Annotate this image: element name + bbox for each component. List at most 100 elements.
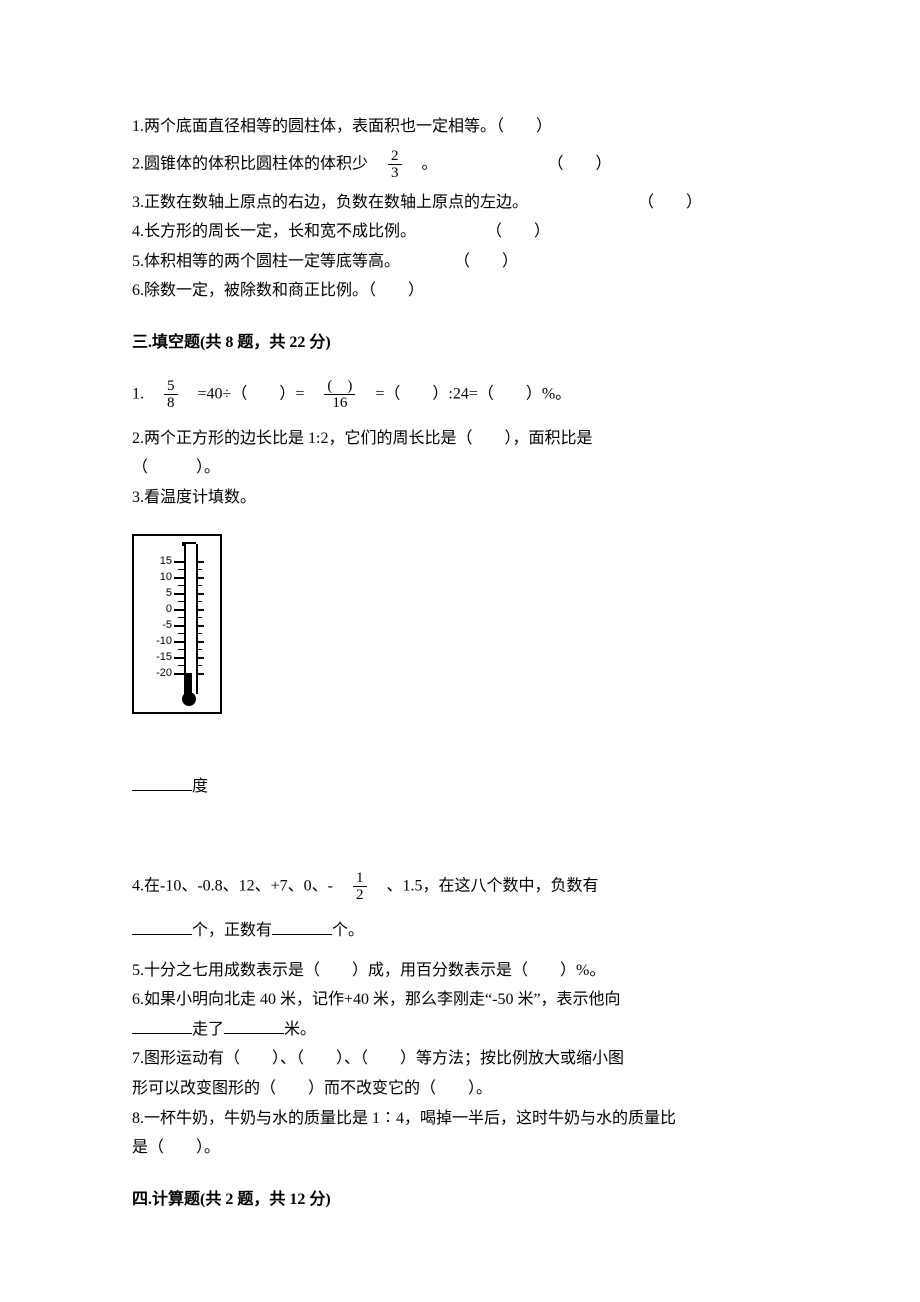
s3-q6-line1: 6.如果小明向北走 40 米，记作+40 米，那么李刚走“-50 米”，表示他向 xyxy=(132,987,788,1013)
s3-q7-line2: 形可以改变图形的（ ）而不改变它的（ ）。 xyxy=(132,1076,788,1102)
q-text: 体积相等的两个圆柱一定等底等高。 xyxy=(144,253,400,270)
q-text: 除数一定，被除数和商正比例。（ ） xyxy=(144,282,424,299)
thermo-tick-label: -20 xyxy=(148,668,172,679)
blank-underline xyxy=(272,918,332,935)
thermo-tick-major xyxy=(174,657,184,659)
s3-q4-line2: 个，正数有 个。 xyxy=(132,918,788,944)
q-num: 1. xyxy=(132,385,160,402)
q-text: 一杯牛奶，牛奶与水的质量比是 1∶4，喝掉一半后，这时牛奶与水的质量比 xyxy=(144,1110,676,1127)
frac-den: 16 xyxy=(324,395,355,412)
thermo-tick-label: 0 xyxy=(148,604,172,615)
q-num: 6. xyxy=(132,991,144,1008)
thermo-tick-major xyxy=(196,593,204,595)
section3-header: 三.填空题(共 8 题，共 22 分) xyxy=(132,330,788,356)
frac-den: 2 xyxy=(353,887,367,904)
thermo-tick-major xyxy=(174,593,184,595)
thermo-tick-label: -15 xyxy=(148,652,172,663)
frac-num: 2 xyxy=(388,148,402,166)
s3-q5: 5.十分之七用成数表示是（ ）成，用百分数表示是（ ）%。 xyxy=(132,958,788,984)
s2-q6: 6.除数一定，被除数和商正比例。（ ） xyxy=(132,278,788,304)
q-suffix: 。 xyxy=(406,155,438,172)
q-num: 3. xyxy=(132,194,144,211)
thermo-tick-label: 10 xyxy=(148,572,172,583)
frac-num: 1 xyxy=(353,870,367,888)
q-num: 5. xyxy=(132,253,144,270)
q-num: 3. xyxy=(132,489,144,506)
thermo-tick-major xyxy=(196,673,204,675)
thermo-tick-minor xyxy=(196,617,202,618)
thermo-tick-major xyxy=(174,641,184,643)
section4-header: 四.计算题(共 2 题，共 12 分) xyxy=(132,1187,788,1213)
thermo-tick-label: -5 xyxy=(148,620,172,631)
thermo-tick-minor xyxy=(196,649,202,650)
q-mid: 走了 xyxy=(192,1021,224,1038)
thermo-tick-major xyxy=(196,609,204,611)
thermo-tick-minor xyxy=(196,633,202,634)
q-num: 7. xyxy=(132,1050,144,1067)
paren-blank: （ ） xyxy=(486,223,550,240)
q-text: 两个底面直径相等的圆柱体，表面积也一定相等。（ ） xyxy=(144,118,552,135)
fraction-1-2: 12 xyxy=(353,870,367,904)
q-text: 如果小明向北走 40 米，记作+40 米，那么李刚走“-50 米”，表示他向 xyxy=(144,991,621,1008)
s3-q1: 1. 58 =40÷（ ）= ( )16 =（ ）:24=（ ）%。 xyxy=(132,378,788,412)
q-num: 8. xyxy=(132,1110,144,1127)
fraction-blank-16: ( )16 xyxy=(324,378,355,412)
page-content: 1.两个底面直径相等的圆柱体，表面积也一定相等。（ ） 2.圆锥体的体积比圆柱体… xyxy=(0,0,920,1294)
thermo-tick-major xyxy=(196,577,204,579)
q-mid1: =40÷（ ）= xyxy=(182,385,321,402)
q-mid2: =（ ）:24=（ ）%。 xyxy=(359,385,571,402)
s2-q4: 4.长方形的周长一定，长和宽不成比例。（ ） xyxy=(132,219,788,245)
thermo-tick-major xyxy=(196,625,204,627)
q-suffix: 米。 xyxy=(284,1021,316,1038)
thermo-tick-major xyxy=(174,673,184,675)
thermo-tick-major xyxy=(196,561,204,563)
q-mid: 个，正数有 xyxy=(192,922,272,939)
thermo-tick-major xyxy=(174,577,184,579)
degree-suffix: 度 xyxy=(192,778,208,795)
q-suffix: 个。 xyxy=(332,922,364,939)
thermo-tube xyxy=(184,544,198,694)
s3-q4-line1: 4.在-10、-0.8、12、+7、0、- 12 、1.5，在这八个数中，负数有 xyxy=(132,870,788,904)
thermo-tick-label: 5 xyxy=(148,588,172,599)
fraction-5-8: 58 xyxy=(164,378,178,412)
thermometer-figure: 151050-5-10-15-20 xyxy=(132,534,788,714)
s3-q2-line2: （ ）。 xyxy=(132,455,788,481)
q-num: 4. xyxy=(132,223,144,240)
q-text: （ ）。 xyxy=(132,459,220,476)
q-text: 图形运动有（ ）、（ ）、（ ）等方法；按比例放大或缩小图 xyxy=(144,1050,624,1067)
q-text: 看温度计填数。 xyxy=(144,489,256,506)
thermo-tick-minor xyxy=(178,649,184,650)
q-num: 2. xyxy=(132,155,144,172)
thermo-tick-minor xyxy=(178,665,184,666)
thermo-tick-major xyxy=(174,561,184,563)
frac-den: 3 xyxy=(388,165,402,182)
thermo-tick-minor xyxy=(178,601,184,602)
thermometer: 151050-5-10-15-20 xyxy=(132,534,222,714)
thermo-tick-minor xyxy=(178,633,184,634)
s3-q8-line1: 8.一杯牛奶，牛奶与水的质量比是 1∶4，喝掉一半后，这时牛奶与水的质量比 xyxy=(132,1106,788,1132)
thermo-tick-major xyxy=(174,625,184,627)
q-text: 是（ ）。 xyxy=(132,1139,220,1156)
s3-q6-line2: 走了 米。 xyxy=(132,1017,788,1043)
thermo-tick-minor xyxy=(178,617,184,618)
thermo-tick-minor xyxy=(196,585,202,586)
frac-den: 8 xyxy=(164,395,178,412)
thermo-bulb xyxy=(182,692,196,706)
q-text: 两个正方形的边长比是 1:2，它们的周长比是（ ），面积比是 xyxy=(144,430,592,447)
blank-underline xyxy=(132,918,192,935)
s3-q8-line2: 是（ ）。 xyxy=(132,1135,788,1161)
q-suffix: 、1.5，在这八个数中，负数有 xyxy=(371,878,599,895)
s3-q3-answer: 度 xyxy=(132,774,788,800)
s3-q2-line1: 2.两个正方形的边长比是 1:2，它们的周长比是（ ），面积比是 xyxy=(132,426,788,452)
thermo-tick-label: -10 xyxy=(148,636,172,647)
q-num: 2. xyxy=(132,430,144,447)
thermo-tick-minor xyxy=(196,665,202,666)
q-num: 1. xyxy=(132,118,144,135)
thermo-tick-minor xyxy=(178,585,184,586)
blank-underline xyxy=(224,1017,284,1034)
q-prefix: 在-10、-0.8、12、+7、0、- xyxy=(144,878,349,895)
s2-q3: 3.正数在数轴上原点的右边，负数在数轴上原点的左边。（ ） xyxy=(132,190,788,216)
paren-blank: （ ） xyxy=(454,253,518,270)
thermo-tick-major xyxy=(196,641,204,643)
s3-q7-line1: 7.图形运动有（ ）、（ ）、（ ）等方法；按比例放大或缩小图 xyxy=(132,1046,788,1072)
